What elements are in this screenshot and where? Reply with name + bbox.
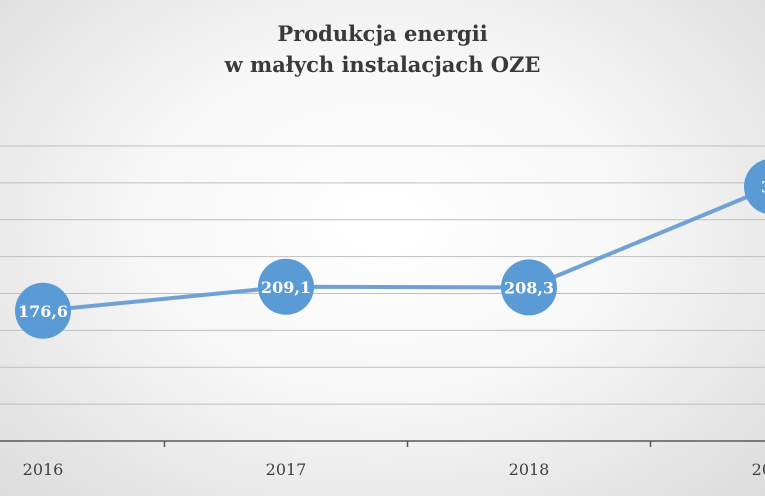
series: 176,6 209,1 208,3 34 [15,159,765,339]
x-axis [0,440,765,447]
data-point [15,282,71,339]
series-line [42,187,765,313]
gridlines [0,145,765,405]
data-label: 208,3 [504,278,554,297]
chart-title-line-1: Produkcja energii [277,21,488,46]
x-tick-label: 2018 [509,460,550,479]
chart-title: Produkcja energii w małych instalacjach … [0,18,765,80]
x-tick-label: 2017 [266,460,307,479]
chart-title-line-2: w małych instalacjach OZE [224,52,541,77]
data-point [744,159,765,214]
data-label: 34 [761,178,765,197]
x-tick-label: 2019 [752,460,765,479]
x-tick-labels: 2016 2017 2018 2019 [23,460,765,479]
data-point [258,258,314,315]
data-point [501,259,557,316]
data-label: 176,6 [18,302,68,321]
x-tick-label: 2016 [23,460,64,479]
data-label: 209,1 [261,278,311,297]
